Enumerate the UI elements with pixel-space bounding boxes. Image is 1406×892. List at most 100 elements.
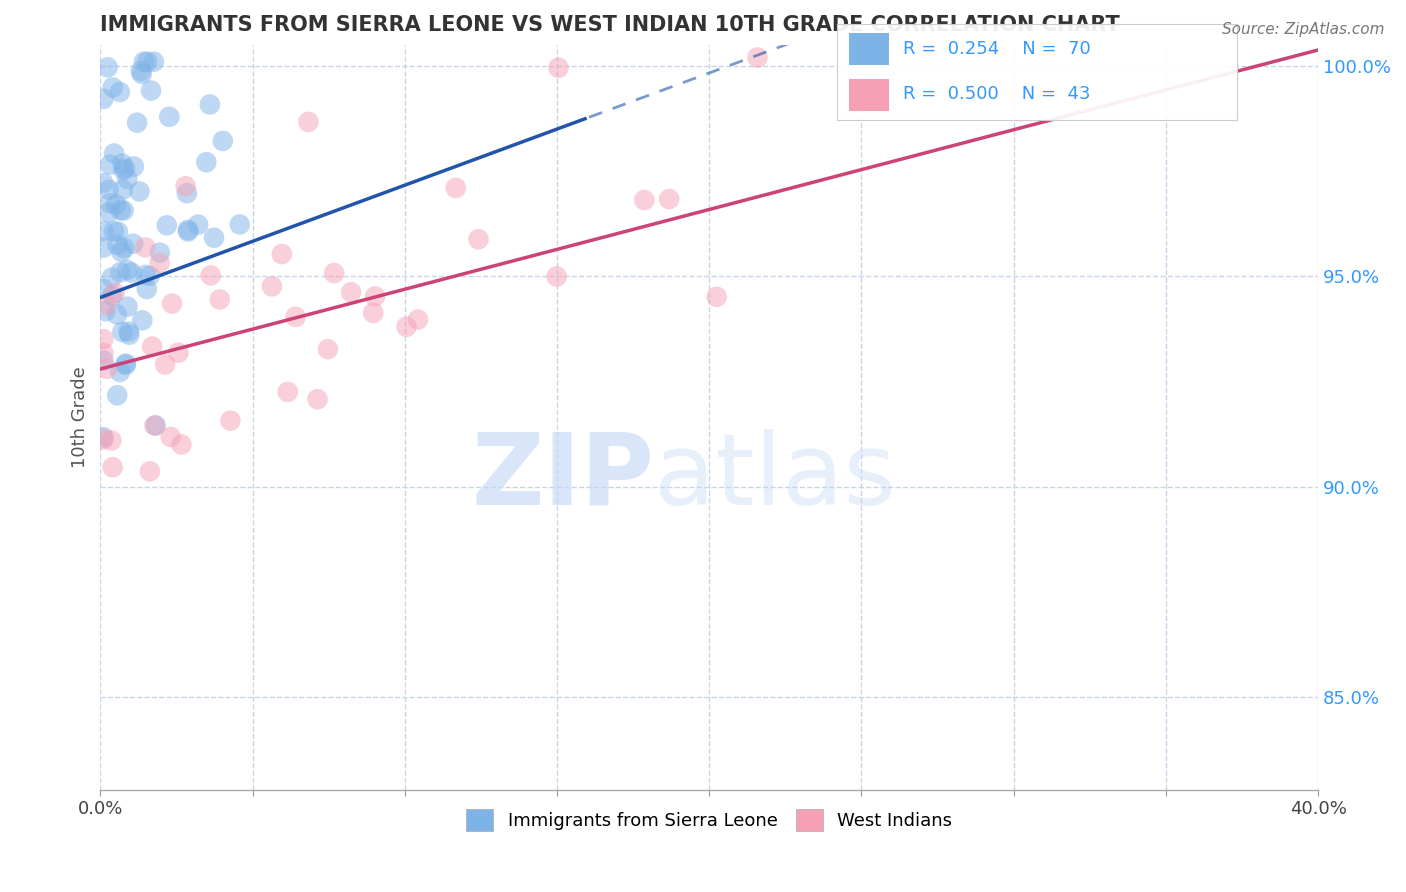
Point [105,197,128,211]
Point [96,298,118,312]
Point [706,290,728,304]
Point [101,460,124,475]
Point [94,304,117,318]
Point [108,85,131,99]
Point [187,218,209,232]
Point [114,357,136,371]
Point [93,433,115,447]
Point [93,430,115,444]
Point [149,256,172,270]
Point [198,97,221,112]
Point [546,269,568,284]
Point [195,155,218,169]
Point [93,241,115,255]
Point [361,306,384,320]
Point [177,223,200,237]
Point [139,84,162,98]
Point [406,312,429,326]
Point [97,183,120,197]
Point [105,388,128,402]
Point [135,282,157,296]
Point [208,293,231,307]
Point [145,418,167,433]
Point [167,345,190,359]
Point [96,361,118,376]
Point [149,245,172,260]
Point [142,54,165,69]
Point [395,319,418,334]
Legend: Immigrants from Sierra Leone, West Indians: Immigrants from Sierra Leone, West India… [461,804,957,837]
Point [107,225,129,239]
Y-axis label: 10th Grade: 10th Grade [72,367,89,468]
Point [93,176,115,190]
Point [160,296,183,310]
Point [103,224,125,238]
Point [340,285,363,300]
Point [110,244,132,259]
Point [633,193,655,207]
Point [114,161,136,176]
Point [117,300,139,314]
Point [117,172,139,186]
Point [747,50,769,64]
Point [467,232,489,246]
Point [211,134,233,148]
FancyBboxPatch shape [849,33,889,64]
Point [364,289,387,303]
Point [141,340,163,354]
Point [112,203,135,218]
Point [138,268,160,283]
Point [260,279,283,293]
Point [93,353,115,368]
Point [111,325,134,339]
Point [202,230,225,244]
Point [143,418,166,433]
Point [174,179,197,194]
Point [658,192,681,206]
Point [108,365,131,379]
Point [159,430,181,444]
Point [176,186,198,201]
Point [105,308,128,322]
Point [136,54,159,69]
Point [157,110,180,124]
Point [103,146,125,161]
Point [117,263,139,277]
Text: Source: ZipAtlas.com: Source: ZipAtlas.com [1222,22,1385,37]
Text: ZIP: ZIP [471,428,654,525]
Point [316,342,339,356]
Point [118,327,141,342]
Point [128,185,150,199]
Point [93,346,115,360]
Point [156,219,179,233]
Point [444,181,467,195]
Point [127,116,149,130]
Point [547,61,569,75]
Text: R =  0.254    N =  70: R = 0.254 N = 70 [903,39,1091,58]
Point [131,67,153,81]
Point [229,218,252,232]
Point [93,282,115,296]
Point [122,160,145,174]
Text: atlas: atlas [654,428,896,525]
Point [114,358,136,372]
Point [112,241,135,255]
Point [98,205,121,219]
Point [129,64,152,78]
Point [120,266,142,280]
Point [153,358,176,372]
Text: R =  0.500    N =  43: R = 0.500 N = 43 [903,86,1090,103]
Point [297,115,319,129]
Point [112,163,135,178]
Point [117,325,139,339]
Point [134,240,156,254]
Point [104,285,127,300]
Point [93,332,115,346]
Point [105,237,128,252]
Point [200,268,222,283]
Point [134,268,156,282]
Point [110,265,132,279]
Point [98,158,121,172]
Point [170,437,193,451]
Point [307,392,329,407]
